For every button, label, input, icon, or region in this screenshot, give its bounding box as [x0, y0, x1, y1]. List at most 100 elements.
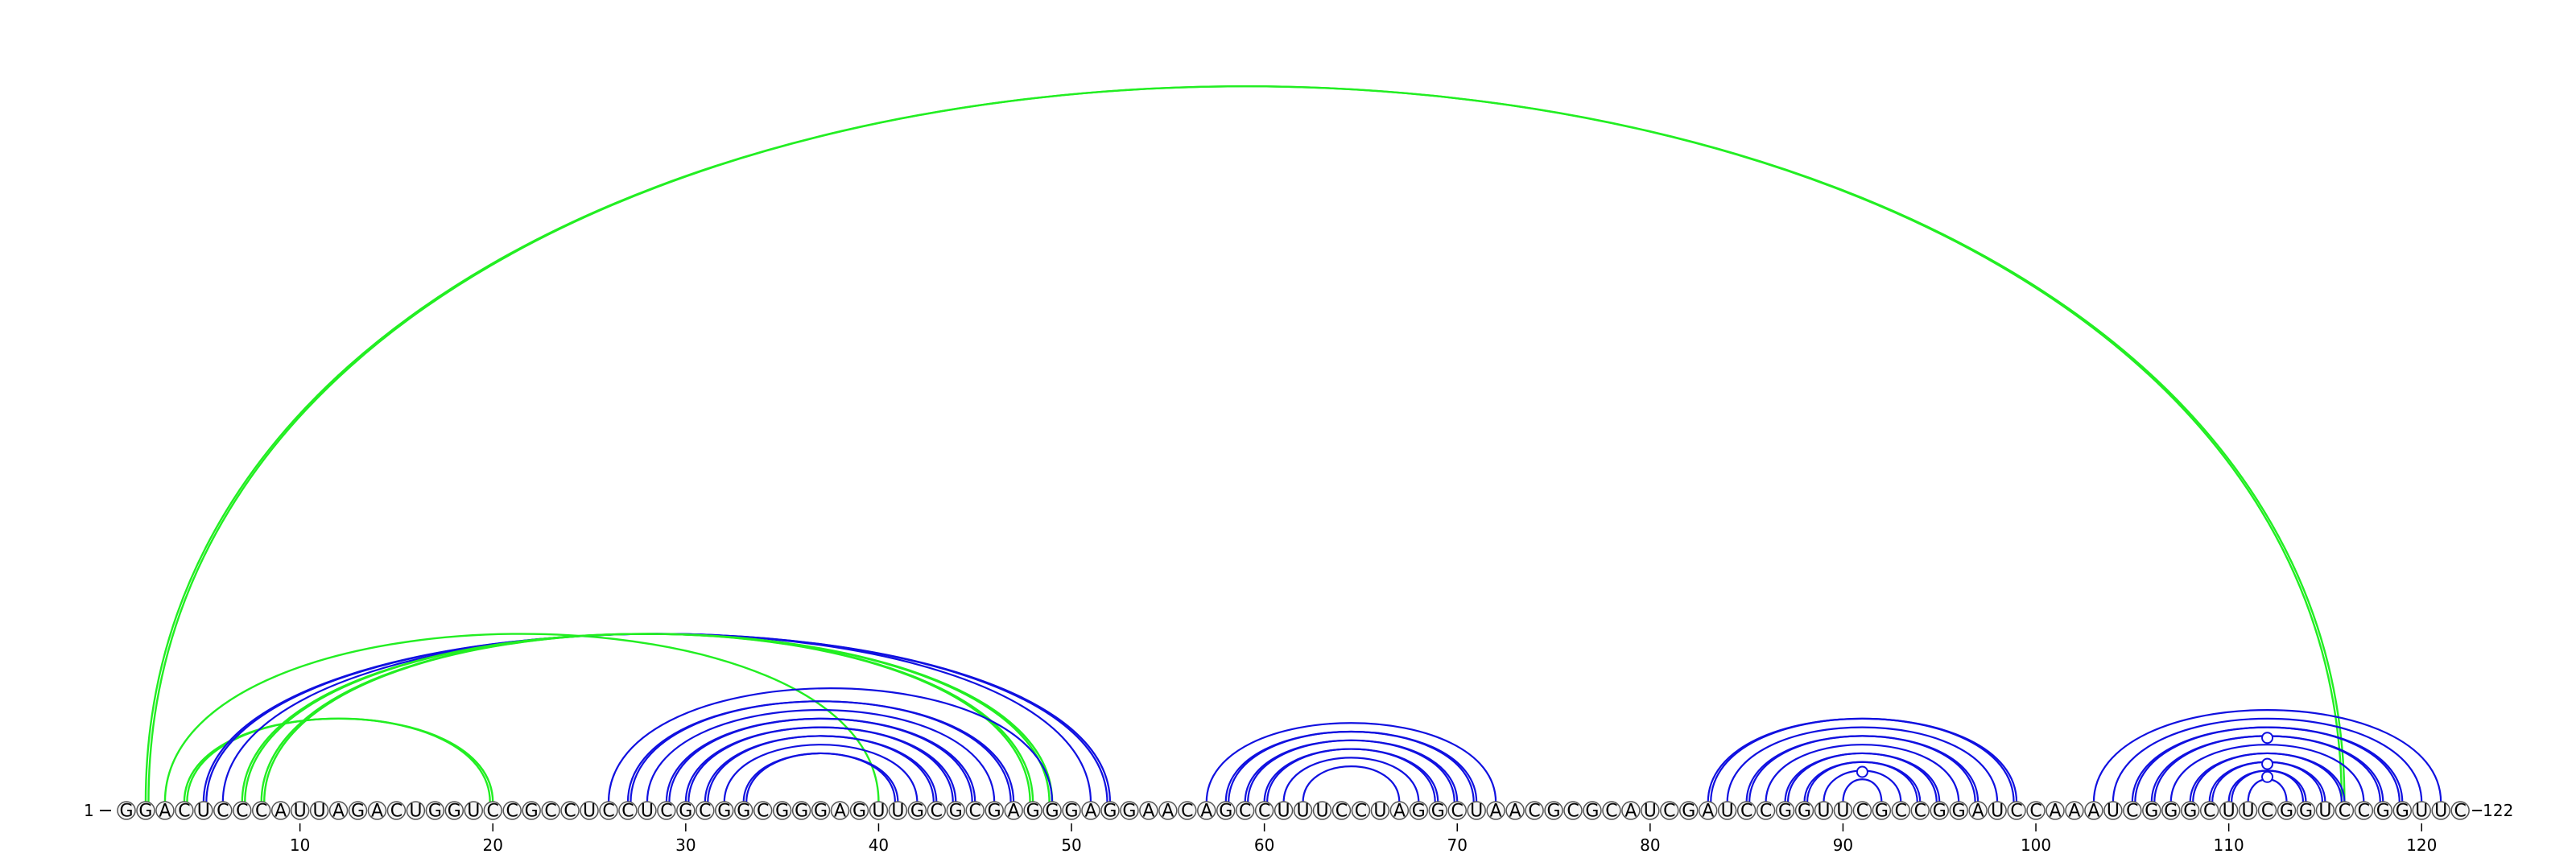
nucleotide-circle — [753, 801, 773, 820]
nucleotide-letter: C — [2358, 802, 2370, 822]
nucleotide-letter: A — [1084, 802, 1096, 822]
nucleotide-letter: C — [1895, 802, 1907, 822]
nucleotide-circle — [791, 801, 811, 820]
base-pair-arc — [723, 744, 919, 803]
nucleotide-circle — [502, 801, 522, 820]
loop-marker — [2261, 757, 2274, 770]
nucleotide-circle — [175, 801, 194, 820]
nucleotide-circle — [425, 801, 445, 820]
position-tick-label: 30 — [675, 835, 696, 855]
nucleotide-letter: G — [351, 802, 365, 822]
nucleotide-letter: C — [1335, 802, 1348, 822]
base-pair-arc — [1247, 739, 1455, 803]
position-tick-label: 60 — [1254, 835, 1274, 855]
nucleotide-circle — [2007, 801, 2026, 820]
nucleotide-letter: G — [814, 802, 828, 822]
nucleotide-letter: C — [757, 802, 769, 822]
nucleotide-letter: G — [1933, 802, 1946, 822]
base-pair-arc — [707, 735, 935, 803]
nucleotide-letter: U — [641, 802, 654, 822]
nucleotide-circle — [1736, 801, 1757, 820]
nucleotide-letter: U — [2415, 802, 2428, 822]
nucleotide-letter: C — [1567, 802, 1579, 822]
nucleotide-circle — [367, 801, 387, 820]
nucleotide-letter: G — [1431, 802, 1445, 822]
nucleotide-circle — [1583, 801, 1602, 820]
position-tick-label: 120 — [2406, 835, 2437, 855]
nucleotide-letter: C — [931, 802, 943, 822]
base-pair-arc — [687, 726, 954, 803]
nucleotide-letter: C — [2203, 802, 2215, 822]
nucleotide-circle — [888, 801, 908, 820]
nucleotide-circle — [715, 801, 734, 820]
nucleotide-letter: G — [1952, 802, 1966, 822]
nucleotide-letter: A — [1008, 802, 1020, 822]
nucleotide-circle — [618, 801, 638, 820]
nucleotide-circle — [1756, 801, 1776, 820]
nucleotide-letter: G — [2299, 802, 2313, 822]
nucleotide-letter: G — [737, 802, 750, 822]
base-pair-arc — [183, 717, 494, 803]
nucleotide-circle — [1312, 801, 1332, 820]
nucleotide-circle — [444, 801, 464, 820]
nucleotide-circle — [1891, 801, 1911, 820]
nucleotide-letter: G — [1798, 802, 1811, 822]
nucleotide-letter: A — [2068, 802, 2080, 822]
base-pair-arc — [2231, 769, 2305, 803]
base-pair-arc — [630, 700, 1012, 803]
nucleotide-circle — [251, 801, 271, 820]
nucleotide-circle — [1004, 801, 1023, 820]
markers-layer — [1856, 732, 2274, 783]
nucleotide-letter: U — [1470, 802, 1483, 822]
nucleotide-circle — [1331, 801, 1352, 820]
nucleotide-letter: U — [2318, 802, 2331, 822]
nucleotide-circle — [464, 801, 484, 820]
position-tick-label: 90 — [1833, 835, 1853, 855]
nucleotide-circle — [927, 801, 947, 820]
nucleotide-circle — [1062, 801, 1081, 820]
base-pair-arc — [2112, 717, 2423, 803]
nucleotide-circle — [2103, 801, 2123, 820]
nucleotide-circle — [309, 801, 329, 820]
nucleotide-circle — [869, 801, 889, 820]
base-pair-arc — [646, 708, 996, 803]
nucleotide-circle — [2180, 801, 2200, 820]
nucleotide-circle — [1023, 801, 1042, 820]
nucleotide-circle — [1139, 801, 1158, 820]
nucleotide-letter: A — [332, 802, 345, 822]
position-tick-label: 10 — [290, 835, 310, 855]
nucleotide-circle — [483, 801, 502, 820]
nucleotide-circle — [1254, 801, 1274, 820]
nucleotide-letter: G — [775, 802, 789, 822]
nucleotide-letter: G — [1046, 802, 1059, 822]
position-axis: 10 20 30 40 50 60 70 80 90 100 110 120 — [290, 823, 2437, 855]
nucleotide-circle — [1120, 801, 1139, 820]
nucleotide-letter: G — [2164, 802, 2178, 822]
nucleotide-circle — [541, 801, 560, 820]
nucleotide-letter: U — [1278, 802, 1290, 822]
nucleotide-letter: G — [1103, 802, 1117, 822]
base-pair-arc — [1786, 753, 1938, 803]
nucleotide-circle — [1486, 801, 1505, 820]
position-tick-label: 80 — [1640, 835, 1660, 855]
nucleotide-letter: C — [1740, 802, 1752, 822]
nucleotide-letter: U — [872, 802, 885, 822]
nucleotide-circle — [2354, 801, 2374, 820]
nucleotide-letter: C — [2029, 802, 2041, 822]
nucleotide-circle — [2373, 801, 2393, 820]
nucleotide-circle — [1852, 801, 1872, 820]
base-pair-arc — [1765, 744, 1960, 803]
nucleotide-letter: U — [313, 802, 326, 822]
base-pair-arc — [1302, 765, 1401, 803]
nucleotide-circle — [155, 801, 175, 820]
nucleotide-letter: U — [1721, 802, 1734, 822]
nucleotide-circle — [2277, 801, 2297, 820]
nucleotide-letter: C — [1355, 802, 1367, 822]
base-pair-arc — [163, 633, 880, 803]
nucleotide-letter: U — [891, 802, 904, 822]
nucleotide-circle — [290, 801, 310, 820]
nucleotide-letter: A — [371, 802, 383, 822]
position-tick-label: 50 — [1061, 835, 1081, 855]
nucleotide-circle — [1409, 801, 1429, 820]
nucleotide-circle — [1679, 801, 1699, 820]
